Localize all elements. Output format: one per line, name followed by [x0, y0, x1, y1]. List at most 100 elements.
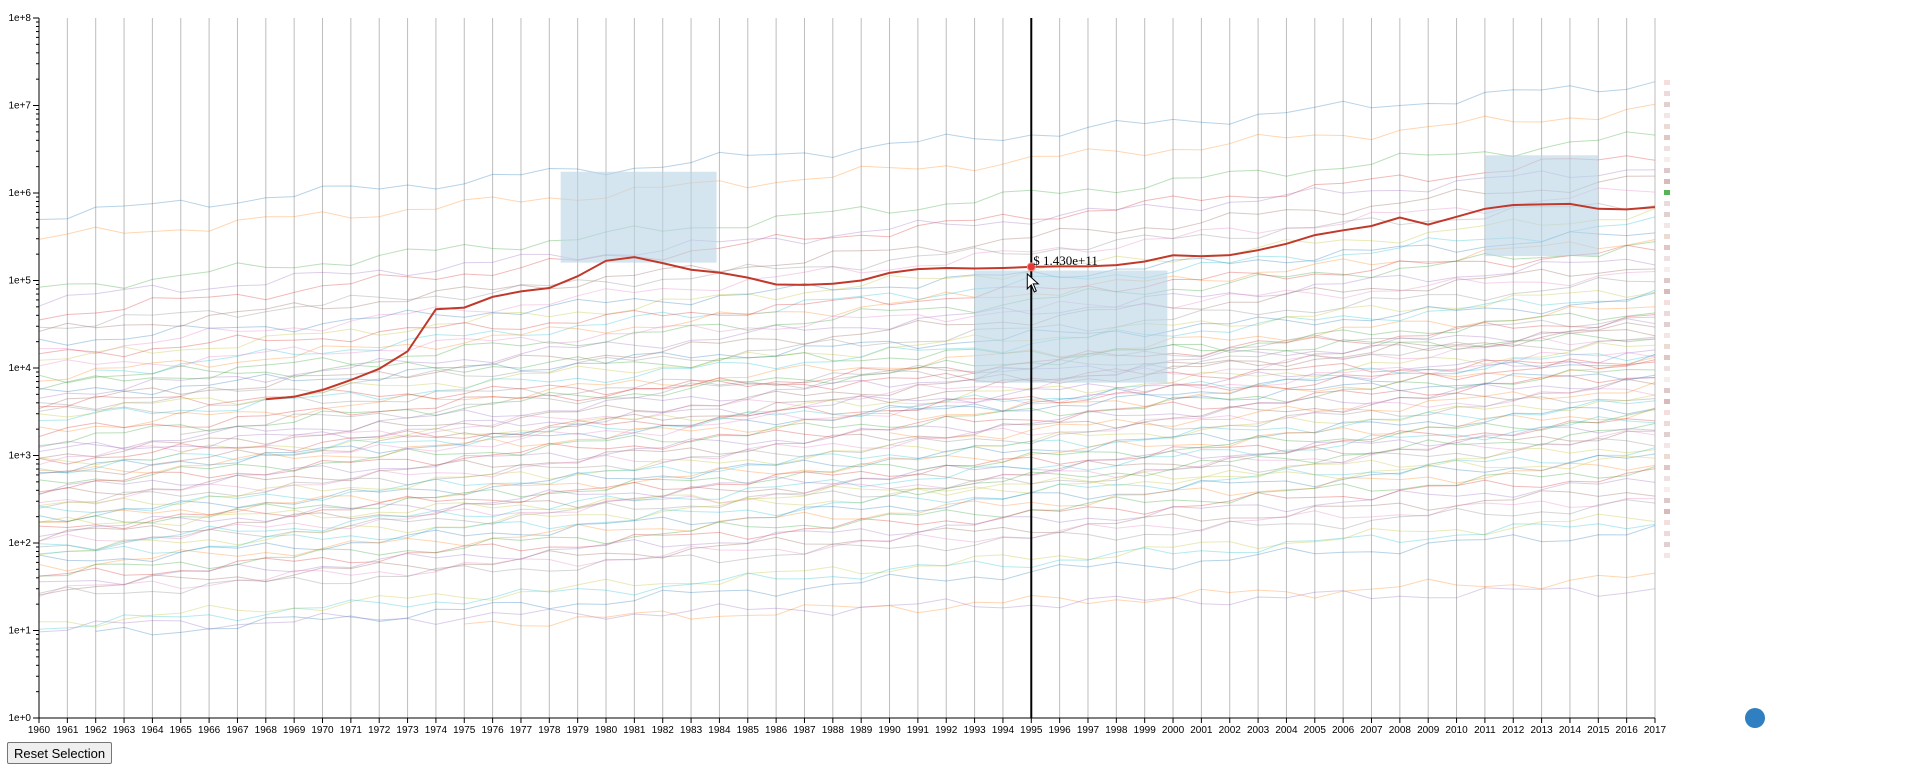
legend-swatch[interactable]: [1664, 344, 1670, 349]
background-series-line: [38, 358, 1656, 465]
x-tick-label: 1977: [510, 725, 533, 736]
background-series-line: [38, 407, 1656, 523]
x-tick-label: 1992: [935, 725, 958, 736]
legend-swatch[interactable]: [1664, 454, 1670, 459]
legend-swatch[interactable]: [1664, 223, 1670, 228]
brush-selection-2[interactable]: [974, 270, 1168, 383]
legend-swatch[interactable]: [1664, 377, 1670, 382]
legend-swatch[interactable]: [1664, 465, 1670, 470]
legend-swatch[interactable]: [1664, 333, 1670, 338]
background-series-line: [38, 447, 1656, 555]
legend-swatch[interactable]: [1664, 476, 1670, 481]
x-tick-label: 1966: [198, 725, 221, 736]
legend-swatch[interactable]: [1664, 289, 1670, 294]
legend-swatch[interactable]: [1664, 124, 1670, 129]
drag-handle[interactable]: [1745, 708, 1765, 728]
legend-swatch[interactable]: [1664, 212, 1670, 217]
x-tick-label: 2002: [1219, 725, 1242, 736]
legend-swatch[interactable]: [1664, 322, 1670, 327]
background-series-line: [38, 523, 1656, 630]
background-series-line: [38, 175, 1656, 332]
background-series-line: [38, 497, 1656, 598]
background-series-line: [38, 329, 1656, 459]
background-series-line: [38, 289, 1656, 418]
legend-swatch[interactable]: [1664, 443, 1670, 448]
x-tick-label: 1994: [992, 725, 1015, 736]
legend-swatch[interactable]: [1664, 553, 1670, 558]
legend-swatch[interactable]: [1664, 355, 1670, 360]
reset-selection-button[interactable]: Reset Selection: [7, 742, 113, 764]
background-series-line: [38, 268, 1656, 410]
x-tick-label: 1970: [311, 725, 334, 736]
y-tick-label: 1e+6: [8, 188, 31, 199]
legend-swatch[interactable]: [1664, 267, 1670, 272]
x-tick-label: 1960: [28, 725, 51, 736]
legend-swatch[interactable]: [1664, 168, 1670, 173]
legend-swatch[interactable]: [1664, 366, 1670, 371]
legend-swatch[interactable]: [1664, 179, 1670, 184]
x-tick-label: 1982: [652, 725, 675, 736]
x-tick-label: 1965: [170, 725, 193, 736]
background-series-line: [38, 349, 1656, 453]
x-tick-label: 2006: [1332, 725, 1355, 736]
background-series-line: [38, 418, 1656, 530]
legend-swatch[interactable]: [1664, 410, 1670, 415]
x-tick-label: 1993: [963, 725, 986, 736]
x-tick-label: 1983: [680, 725, 703, 736]
background-series-line: [38, 378, 1656, 496]
background-series-line: [38, 437, 1656, 552]
legend-swatch[interactable]: [1664, 487, 1670, 492]
legend-swatch[interactable]: [1664, 102, 1670, 107]
background-series-line: [38, 155, 1656, 321]
background-series-line: [38, 318, 1656, 449]
legend-swatch[interactable]: [1664, 509, 1670, 514]
background-series-line: [38, 468, 1656, 577]
legend-color-strip[interactable]: [1664, 80, 1670, 558]
y-tick-label: 1e+7: [8, 101, 31, 112]
legend-swatch[interactable]: [1664, 113, 1670, 118]
legend-swatch[interactable]: [1664, 245, 1670, 250]
background-series-line: [38, 399, 1656, 514]
legend-swatch[interactable]: [1664, 399, 1670, 404]
legend-swatch[interactable]: [1664, 157, 1670, 162]
y-tick-label: 1e+4: [8, 363, 31, 374]
legend-swatch[interactable]: [1664, 91, 1670, 96]
legend-swatch[interactable]: [1664, 498, 1670, 503]
background-series-line: [38, 477, 1656, 586]
legend-swatch[interactable]: [1664, 135, 1670, 140]
legend-swatch[interactable]: [1664, 311, 1670, 316]
legend-swatch[interactable]: [1664, 520, 1670, 525]
background-series-line: [38, 462, 1656, 572]
highlighted-series-line[interactable]: [265, 202, 1656, 401]
x-tick-label: 1971: [340, 725, 363, 736]
x-tick-label: 2004: [1275, 725, 1298, 736]
background-series-line: [38, 377, 1656, 496]
legend-swatch[interactable]: [1664, 190, 1670, 195]
legend-swatch[interactable]: [1664, 300, 1670, 305]
x-tick-label: 2001: [1190, 725, 1213, 736]
legend-swatch[interactable]: [1664, 542, 1670, 547]
background-series-line: [38, 388, 1656, 505]
background-series-line: [464, 572, 1656, 627]
legend-swatch[interactable]: [1664, 531, 1670, 536]
highlighted-series[interactable]: [265, 202, 1656, 401]
legend-swatch[interactable]: [1664, 201, 1670, 206]
axes: 1e+0 1e+1 1e+2 1e+3 1e+4 1e+5 1e+6 1e+7 1e+8 1960…: [8, 13, 1666, 736]
x-tick-label: 1962: [85, 725, 108, 736]
legend-swatch[interactable]: [1664, 80, 1670, 85]
background-series-line: [38, 409, 1656, 524]
background-series-line: [889, 373, 1656, 413]
x-tick-label: 2013: [1530, 725, 1553, 736]
legend-swatch[interactable]: [1664, 421, 1670, 426]
legend-swatch[interactable]: [1664, 432, 1670, 437]
legend-swatch[interactable]: [1664, 234, 1670, 239]
legend-swatch[interactable]: [1664, 278, 1670, 283]
legend-swatch[interactable]: [1664, 146, 1670, 151]
brush-selection-1[interactable]: [560, 171, 717, 263]
legend-swatch[interactable]: [1664, 256, 1670, 261]
x-tick-label: 1969: [283, 725, 306, 736]
background-series-line: [38, 430, 1656, 542]
legend-swatch[interactable]: [1664, 388, 1670, 393]
background-series-line: [38, 396, 1656, 509]
